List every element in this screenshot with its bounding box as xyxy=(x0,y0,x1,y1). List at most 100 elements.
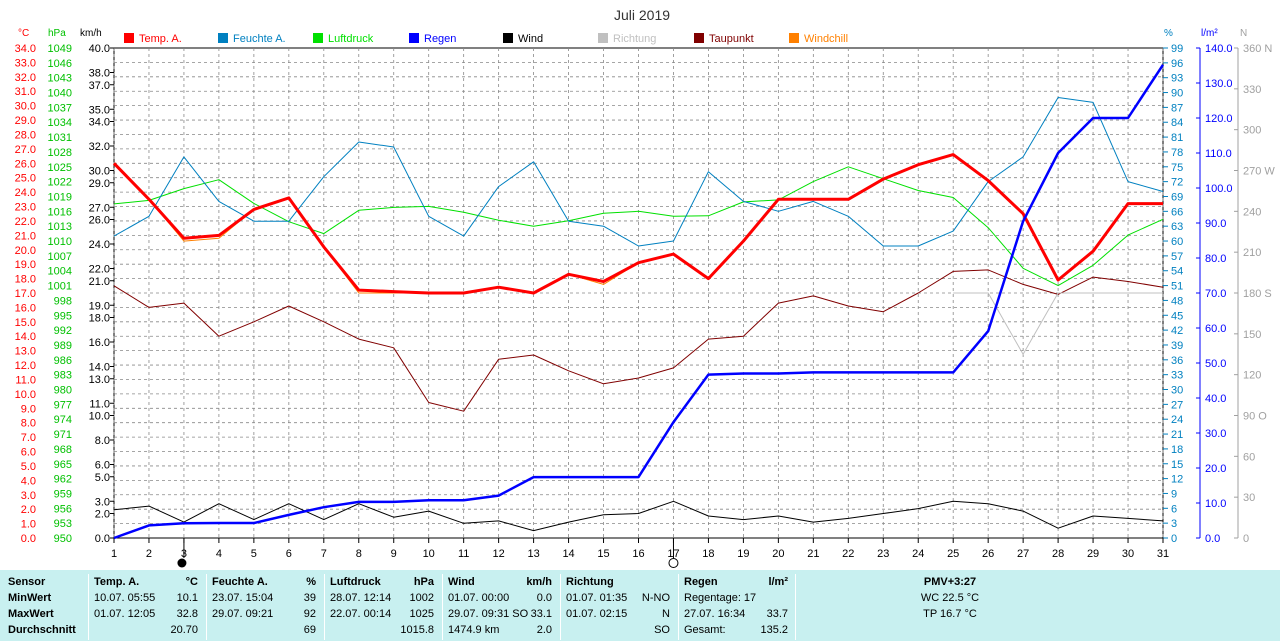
hum-header: Feuchte A. xyxy=(212,576,268,588)
legend-label: Taupunkt xyxy=(709,33,754,45)
legend-swatch xyxy=(598,33,608,43)
pressure-tick-label: 974 xyxy=(54,414,72,426)
humidity-tick-label: 15 xyxy=(1171,459,1183,471)
direction-column: Richtung 01.07. 01:35 N-NO 01.07. 02:15 N … xyxy=(566,574,670,640)
legend-label: Richtung xyxy=(613,33,656,45)
humidity-tick-label: 48 xyxy=(1171,295,1183,307)
direction-tick-label: 0 xyxy=(1243,533,1249,545)
rain-tick-label: 20.0 xyxy=(1205,463,1226,475)
full-moon-icon xyxy=(177,558,187,568)
pressure-tick-label: 1004 xyxy=(48,266,72,278)
legend-swatch xyxy=(313,33,323,43)
wind-min-date: 01.07. xyxy=(448,592,479,604)
hum-avg-value: 69 xyxy=(303,624,316,636)
wind-tick-label: 34.0 xyxy=(89,117,110,129)
rain-column: Regen l/m² Regentage: 17 27.07. 16:34 33.7… xyxy=(684,574,788,640)
pressure-tick-label: 953 xyxy=(54,518,72,530)
pressure-tick-label: 998 xyxy=(54,295,72,307)
rain-header: Regen xyxy=(684,576,718,588)
x-tick-label: 30 xyxy=(1122,548,1134,560)
hum-min-value: 39 xyxy=(303,592,316,604)
rain-tick-label: 140.0 xyxy=(1205,43,1233,55)
temp-tick-label: 23.0 xyxy=(15,202,36,214)
x-tick-label: 2 xyxy=(146,548,152,560)
temp-tick-label: 8.0 xyxy=(21,418,36,430)
rain-max-value: 33.7 xyxy=(766,608,788,620)
series-line xyxy=(953,292,1163,355)
series-line xyxy=(112,153,1163,295)
temp-max-value: 32.8 xyxy=(176,608,198,620)
x-tick-label: 9 xyxy=(391,548,397,560)
press-header: Luftdruck xyxy=(330,576,381,588)
pressure-tick-label: 980 xyxy=(54,385,72,397)
temp-column: Temp. A. °C 10.07. 05:55 10.1 01.07. 12:05… xyxy=(94,574,198,640)
pressure-tick-label: 971 xyxy=(54,429,72,441)
hum-max-date: 29.07. xyxy=(212,608,243,620)
x-tick-label: 13 xyxy=(527,548,539,560)
x-tick-label: 5 xyxy=(251,548,257,560)
direction-tick-label: 210 xyxy=(1243,247,1261,259)
x-tick-label: 4 xyxy=(216,548,222,560)
dir-header: Richtung xyxy=(566,576,614,588)
wind-tick-label: 29.0 xyxy=(89,178,110,190)
humidity-tick-label: 66 xyxy=(1171,206,1183,218)
pressure-tick-label: 995 xyxy=(54,310,72,322)
humidity-tick-label: 0 xyxy=(1171,533,1177,545)
temp-min-time: 05:55 xyxy=(127,592,156,604)
humidity-tick-label: 75 xyxy=(1171,162,1183,174)
pressure-tick-label: 956 xyxy=(54,503,72,515)
temp-tick-label: 27.0 xyxy=(15,144,36,156)
temp-tick-label: 1.0 xyxy=(21,519,36,531)
dir-min-value: N-NO xyxy=(641,592,670,604)
rain-tick-label: 40.0 xyxy=(1205,393,1226,405)
unit-rain: l/m² xyxy=(1201,28,1218,39)
direction-tick-label: 90 O xyxy=(1243,411,1267,423)
temp-min-date: 10.07. xyxy=(94,592,125,604)
wind-max-dir: SO xyxy=(512,608,529,620)
wind-header: Wind xyxy=(448,576,475,588)
x-tick-label: 28 xyxy=(1052,548,1064,560)
unit-humidity: % xyxy=(1164,28,1173,39)
temp-tick-label: 11.0 xyxy=(15,374,36,386)
temp-tick-label: 19.0 xyxy=(15,259,36,271)
x-tick-label: 31 xyxy=(1157,548,1169,560)
direction-tick-label: 180 S xyxy=(1243,288,1272,300)
x-tick-label: 26 xyxy=(982,548,994,560)
pmv-column: PMV+3:27 WC 22.5 °C TP 16.7 °C xyxy=(880,574,1020,640)
unit-pressure: hPa xyxy=(48,28,66,39)
x-tick-label: 11 xyxy=(458,548,469,560)
wind-tick-label: 21.0 xyxy=(89,276,110,288)
unit-temp: °C xyxy=(18,28,29,39)
humidity-tick-label: 90 xyxy=(1171,88,1183,100)
humidity-tick-label: 57 xyxy=(1171,251,1183,263)
press-min-value: 1002 xyxy=(409,592,434,604)
humidity-tick-label: 33 xyxy=(1171,370,1183,382)
x-tick-label: 1 xyxy=(111,548,117,560)
x-tick-label: 21 xyxy=(807,548,819,560)
humidity-tick-label: 45 xyxy=(1171,310,1183,322)
rain-tick-label: 80.0 xyxy=(1205,253,1226,265)
humidity-tick-label: 54 xyxy=(1171,266,1183,278)
rain-tick-label: 110.0 xyxy=(1205,148,1232,160)
unit-direction: N xyxy=(1240,28,1247,39)
humidity-tick-label: 87 xyxy=(1171,102,1183,114)
x-tick-label: 8 xyxy=(356,548,362,560)
wind-min-value: 0.0 xyxy=(536,592,552,604)
rain-tick-label: 90.0 xyxy=(1205,218,1226,230)
wind-tick-label: 10.0 xyxy=(89,411,110,423)
temp-tick-label: 16.0 xyxy=(15,302,36,314)
humidity-tick-label: 9 xyxy=(1171,488,1177,500)
x-tick-label: 27 xyxy=(1017,548,1029,560)
temp-tick-label: 0.0 xyxy=(21,533,36,545)
wind-tick-label: 5.0 xyxy=(95,472,110,484)
wind-tick-label: 19.0 xyxy=(89,300,110,312)
humidity-tick-label: 69 xyxy=(1171,191,1183,203)
pressure-tick-label: 989 xyxy=(54,340,72,352)
wind-tick-label: 32.0 xyxy=(89,141,110,153)
temp-tick-label: 9.0 xyxy=(21,403,36,415)
direction-tick-label: 360 N xyxy=(1243,43,1272,55)
pressure-tick-label: 1043 xyxy=(48,73,72,85)
temp-tick-label: 17.0 xyxy=(15,288,36,300)
direction-tick-label: 120 xyxy=(1243,370,1261,382)
pressure-tick-label: 1049 xyxy=(48,43,72,55)
